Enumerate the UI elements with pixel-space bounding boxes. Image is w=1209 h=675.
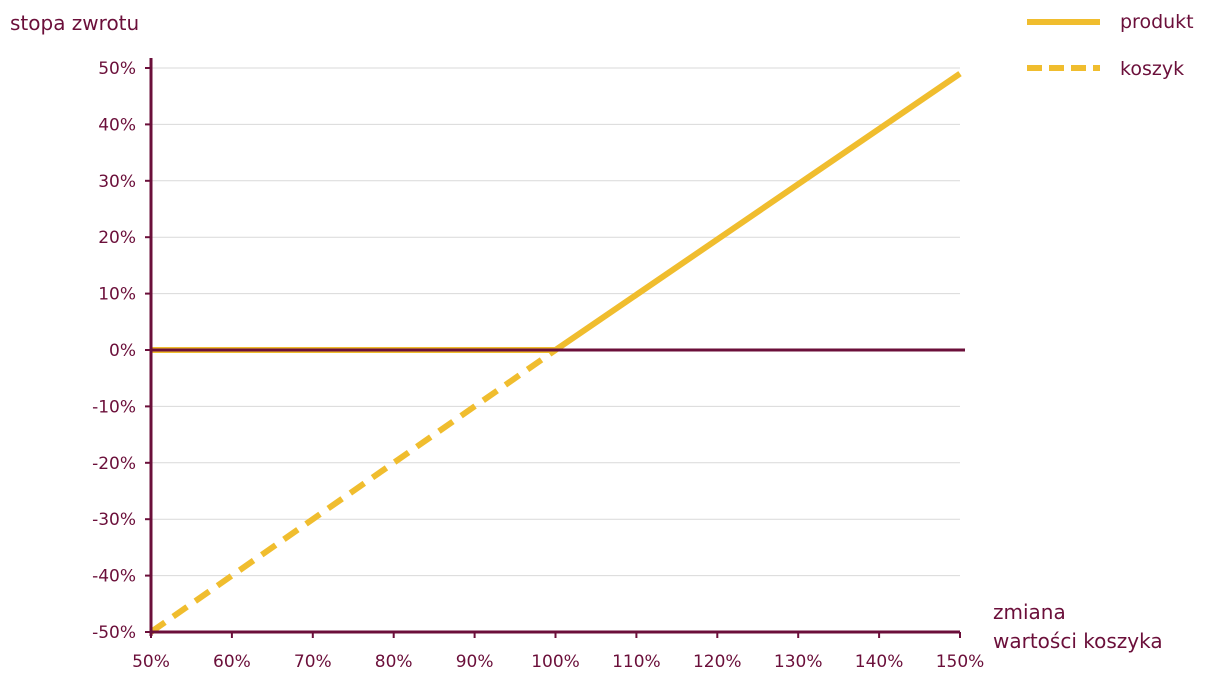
x-tick-label: 70% [294,652,332,672]
series-line-koszyk [149,347,558,635]
x-tick-label: 130% [774,652,823,672]
x-tick-labels: 50% 60% 70% 80% 90% 100% 110% 120% 130% 140% 150% [132,652,984,672]
x-tick-label: 140% [855,652,904,672]
x-tick-label: 150% [936,652,985,672]
x-axis-title-line-1: zmiana [993,600,1066,624]
series-line-produkt [151,71,962,353]
y-axis-title: stopa zwrotu [10,11,139,35]
y-tick-label: 40% [98,115,136,135]
x-tick-label: 110% [612,652,661,672]
y-tick-label: 50% [98,59,136,79]
y-tick-label: -10% [92,397,136,417]
y-tick-label: 30% [98,172,136,192]
x-tick-label: 90% [456,652,494,672]
y-tick-label: 0% [109,341,136,361]
x-tick-label: 120% [693,652,742,672]
x-tick-label: 50% [132,652,170,672]
y-tick-label: -20% [92,454,136,474]
y-tick-label: -30% [92,510,136,530]
gridlines [151,67,960,577]
x-axis-title-line-2: wartości koszyka [993,629,1163,653]
y-tick-label: -50% [92,623,136,643]
legend-label-produkt: produkt [1120,11,1194,33]
y-tick-label: 20% [98,228,136,248]
y-tick-labels: -50% -40% -30% -20% -10% 0% 10% 20% 30% 40% 50% [92,59,136,643]
series-lines [149,71,962,635]
x-tick-label: 80% [375,652,413,672]
y-tick-label: -40% [92,567,136,587]
y-tick-label: 10% [98,285,136,305]
x-tick-label: 60% [213,652,251,672]
axes [145,58,965,638]
x-tick-label: 100% [531,652,580,672]
legend: produkt koszyk [1027,11,1194,80]
legend-label-koszyk: koszyk [1120,58,1184,80]
